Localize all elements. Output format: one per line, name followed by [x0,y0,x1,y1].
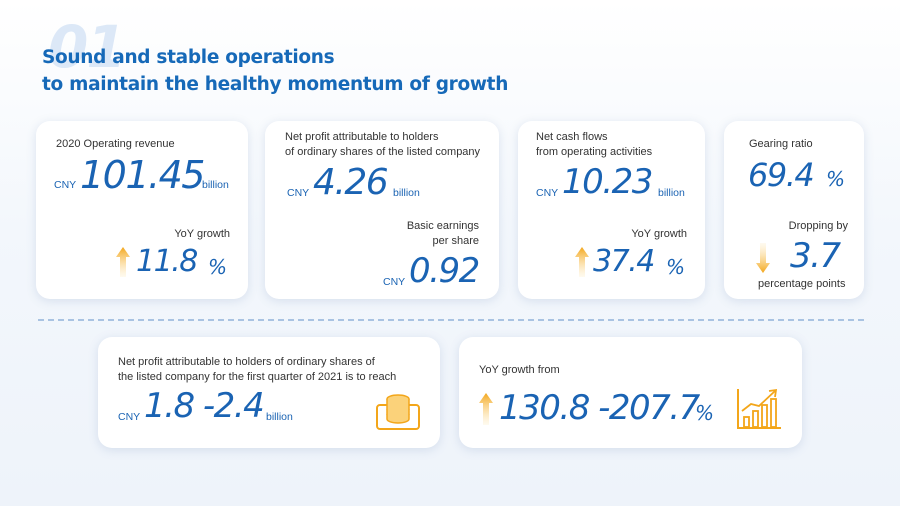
up-arrow-icon [575,247,589,277]
coin-stack-icon [376,394,420,430]
gearing-value: 69.4 [748,156,815,194]
net-profit-unit: billion [393,187,420,199]
q1-growth-value: 130.8 -207.7 [499,388,700,428]
net-profit-currency: CNY [287,187,310,199]
q1-forecast-currency: CNY [118,411,141,423]
gearing-label: Gearing ratio [749,138,813,150]
net-profit-value: 4.26 [313,162,389,203]
gearing-drop-unit: percentage points [758,278,846,290]
cash-flow-value: 10.23 [562,162,653,202]
cash-flow-growth-value: 37.4 [593,244,655,279]
q1-growth-label: YoY growth from [479,364,560,376]
cash-flow-label-line-1: Net cash flows [536,131,608,143]
revenue-growth-label: YoY growth [174,228,230,240]
eps-label-line-1: Basic earnings [406,220,479,232]
revenue-card: 2020 Operating revenue CNY 101.45 billio… [36,121,248,299]
q1-forecast-label-line-1: Net profit attributable to holders of or… [118,356,375,368]
cash-flow-unit: billion [658,187,685,199]
revenue-label: 2020 Operating revenue [56,138,175,150]
cash-flow-growth-unit: % [666,255,686,279]
cash-flow-label-line-2: from operating activities [536,146,653,158]
gearing-unit: % [826,167,846,191]
gearing-drop-label: Dropping by [788,220,848,232]
gearing-drop-value: 3.7 [790,236,841,276]
title-line-1: Sound and stable operations [42,47,335,68]
q1-forecast-label-line-2: the listed company for the first quarter… [118,371,397,383]
up-arrow-icon [116,247,130,277]
eps-label-line-2: per share [432,235,479,247]
eps-currency: CNY [383,276,406,288]
revenue-growth-value: 11.8 [136,244,198,279]
cash-flow-growth-label: YoY growth [631,228,687,240]
q1-growth-unit: % [695,401,715,425]
net-profit-label: Net profit attributable to holders of or… [285,130,480,160]
gearing-card: Gearing ratio 69.4 % Dropping by 3.7 per… [724,121,864,299]
section-number: 01 [48,13,127,81]
page-title: Sound and stable operations to maintain … [42,44,508,98]
net-profit-label-line-1: Net profit attributable to holders [285,131,439,143]
q1-growth-card: YoY growth from 130.8 -207.7 % [459,337,802,448]
down-arrow-icon [756,243,770,273]
cash-flow-label: Net cash flows from operating activities [536,130,652,160]
q1-forecast-label: Net profit attributable to holders of or… [118,355,396,385]
growth-chart-icon [737,388,781,429]
q1-forecast-card: Net profit attributable to holders of or… [98,337,440,448]
revenue-growth-unit: % [208,255,228,279]
net-profit-card: Net profit attributable to holders of or… [265,121,499,299]
section-divider [38,319,864,321]
title-line-2: to maintain the healthy momentum of grow… [42,74,509,95]
revenue-unit: billion [202,179,229,191]
q1-forecast-value: 1.8 -2.4 [144,386,265,426]
cash-flow-card: Net cash flows from operating activities… [518,121,705,299]
eps-label: Basic earnings per share [407,219,479,249]
net-profit-label-line-2: of ordinary shares of the listed company [285,146,481,158]
up-arrow-icon [479,393,493,425]
revenue-value: 101.45 [80,153,205,197]
eps-value: 0.92 [409,251,480,291]
revenue-currency: CNY [54,179,77,191]
q1-forecast-unit: billion [266,411,293,423]
cash-flow-currency: CNY [536,187,559,199]
